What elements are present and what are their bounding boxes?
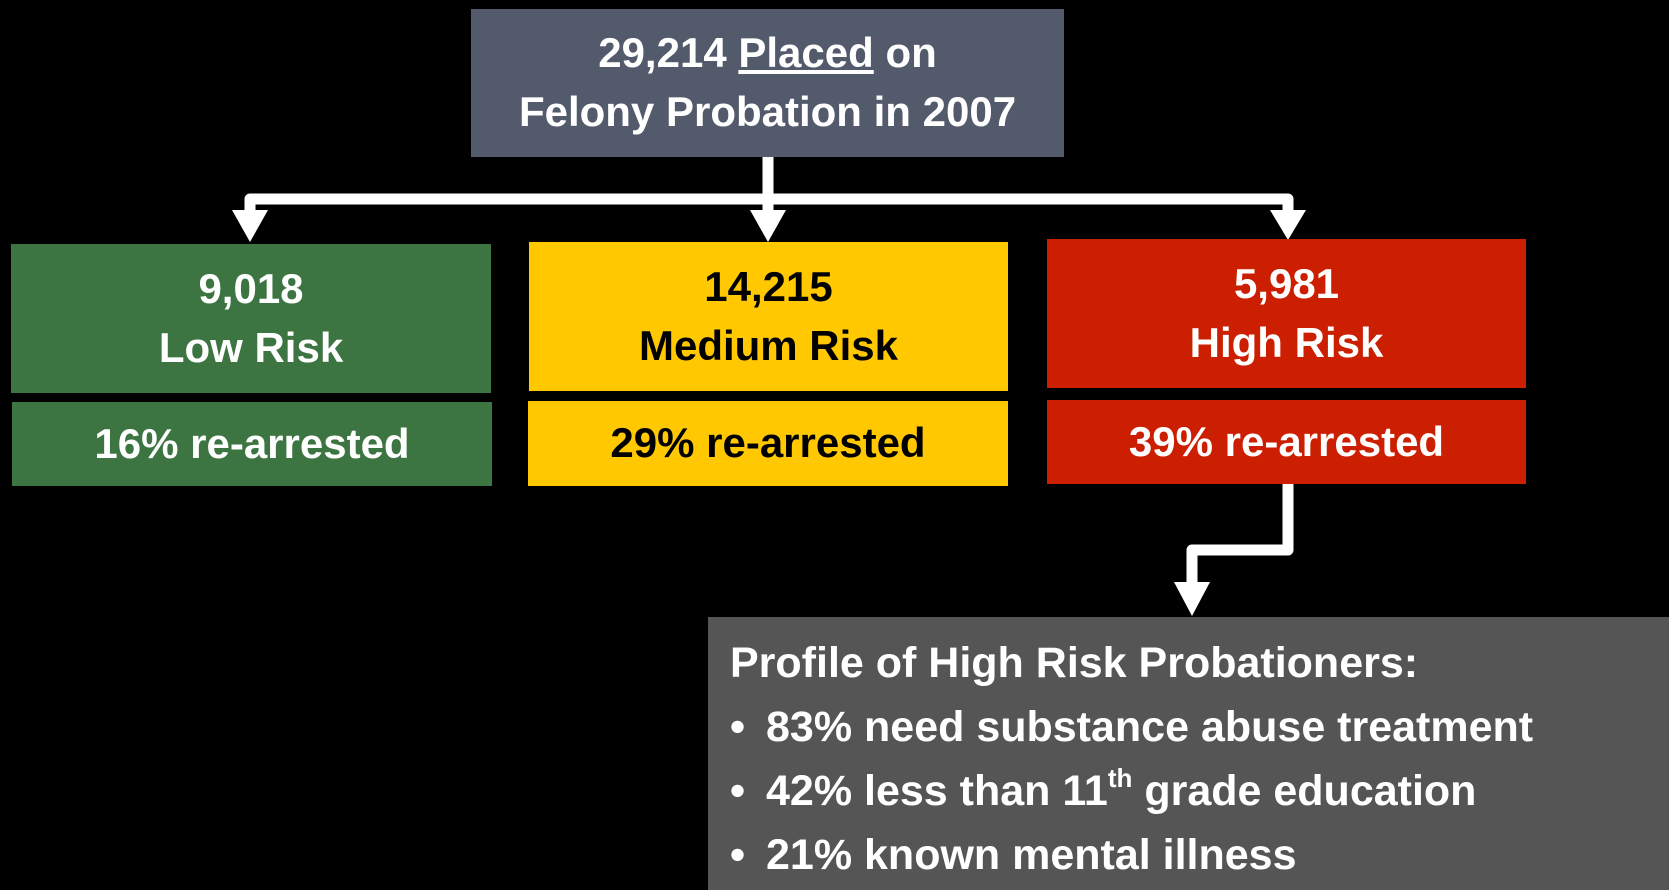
arrowhead — [750, 210, 786, 242]
profile-bullet: 21% known mental illness — [730, 823, 1669, 887]
bullet-text: 83% need substance abuse treatment — [766, 703, 1534, 751]
group-count: 5,981 — [1233, 259, 1340, 307]
connector — [1186, 484, 1294, 585]
arrowhead — [1174, 582, 1210, 616]
total-line-2: Felony Probation in 2007 — [518, 88, 1017, 135]
total-verb: Placed — [738, 29, 874, 77]
low-risk-rate: 16% re-arrested — [12, 402, 492, 486]
group-rate: 39% re-arrested — [1128, 417, 1445, 465]
bullet-superscript: th — [1107, 763, 1133, 793]
group-label: High Risk — [1189, 318, 1384, 366]
profile-list: 83% need substance abuse treatment 42% l… — [730, 695, 1669, 887]
profile-bullet: 42% less than 11th grade education — [730, 759, 1669, 823]
high-risk-rate: 39% re-arrested — [1047, 400, 1526, 484]
bullet-text: 42% less than 11 — [766, 767, 1108, 815]
bullet-text: grade education — [1144, 767, 1477, 815]
group-count: 9,018 — [198, 264, 304, 312]
group-label: Low Risk — [158, 323, 344, 371]
total-line: 29,214 Placed on — [598, 24, 937, 83]
total-box: 29,214 Placed on Felony Probation in 200… — [471, 9, 1064, 157]
profile-bullet: 83% need substance abuse treatment — [730, 695, 1669, 759]
group-rate: 29% re-arrested — [610, 419, 926, 467]
arrowhead — [232, 210, 268, 242]
group-rate: 16% re-arrested — [94, 419, 410, 467]
group-count: 14,215 — [704, 262, 833, 310]
medium-risk-box: 14,215 Medium Risk — [529, 242, 1008, 391]
profile-title: Profile of High Risk Probationers: — [730, 639, 1419, 687]
medium-risk-rate: 29% re-arrested — [528, 401, 1008, 486]
bullet-text: 21% known mental illness — [766, 831, 1297, 879]
profile-box: Profile of High Risk Probationers: 83% n… — [708, 617, 1669, 890]
high-risk-box: 5,981 High Risk — [1047, 239, 1526, 388]
total-rest: on — [885, 29, 937, 77]
total-count: 29,214 — [598, 29, 727, 77]
low-risk-box: 9,018 Low Risk — [11, 244, 491, 393]
arrowhead — [1270, 210, 1306, 240]
group-label: Medium Risk — [638, 321, 899, 369]
